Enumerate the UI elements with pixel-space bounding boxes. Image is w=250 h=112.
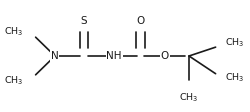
Text: O: O — [161, 51, 169, 61]
Text: CH$_3$: CH$_3$ — [179, 91, 199, 104]
Text: CH$_3$: CH$_3$ — [4, 25, 24, 38]
Text: CH$_3$: CH$_3$ — [4, 74, 24, 87]
Text: O: O — [136, 16, 145, 26]
Text: NH: NH — [106, 51, 122, 61]
Text: CH$_3$: CH$_3$ — [225, 72, 245, 84]
Text: S: S — [80, 16, 87, 26]
Text: N: N — [51, 51, 59, 61]
Text: CH$_3$: CH$_3$ — [225, 37, 245, 49]
